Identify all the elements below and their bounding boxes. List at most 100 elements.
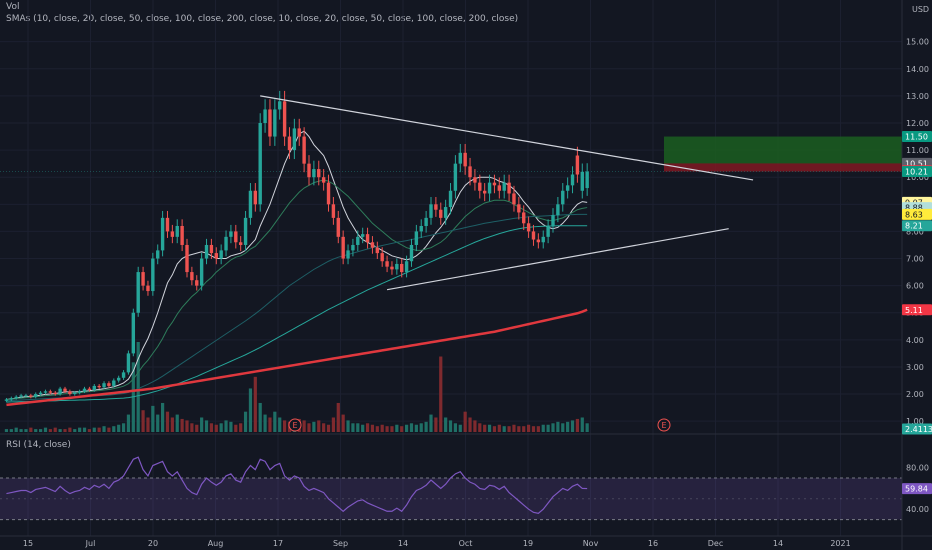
volume-bar: [156, 414, 160, 432]
price-badge-label: 11.50: [905, 133, 928, 142]
candle-body: [492, 182, 497, 186]
price-badge: [902, 208, 932, 220]
candle-body: [248, 190, 253, 218]
candle-body: [278, 101, 282, 110]
volume-bar: [478, 423, 482, 432]
sma-legend: SMAs (10, close, 20, close, 50, close, 1…: [6, 14, 519, 24]
candle-body: [9, 398, 14, 400]
candle-body: [24, 395, 28, 397]
candle-body: [580, 171, 584, 191]
volume-bar: [204, 420, 209, 432]
price-tick-label: 12.00: [906, 119, 929, 128]
volume-bar: [312, 421, 316, 432]
candle-body: [375, 247, 380, 254]
candle-body: [160, 217, 165, 251]
volume-bar: [239, 423, 243, 432]
candle-body: [473, 177, 477, 183]
trendline: [386, 228, 729, 291]
price-badge: [902, 423, 932, 435]
volume-bar: [370, 424, 375, 432]
volume-bar: [82, 427, 87, 432]
candle-body: [73, 392, 77, 395]
rsi-line: [6, 456, 588, 515]
volume-bar: [346, 420, 350, 432]
candle-body: [526, 223, 531, 232]
candle-body: [351, 244, 355, 251]
candle-body: [195, 280, 199, 286]
candle-body: [273, 109, 277, 137]
candle-body: [34, 394, 38, 397]
volume-bar: [307, 423, 311, 432]
volume-bar: [19, 429, 23, 432]
candle-body: [326, 182, 331, 205]
time-tick-label: 14: [773, 539, 783, 548]
candle-body: [156, 250, 160, 259]
price-tick-label: 7.00: [906, 255, 924, 264]
volume-bar: [48, 429, 52, 432]
rsi-legend: RSI (14, close): [6, 440, 71, 450]
sma-lines: [6, 130, 588, 407]
candle-body: [463, 152, 467, 167]
volume-bar: [468, 417, 472, 432]
volume-bar: [234, 424, 238, 432]
volume-bar: [243, 411, 248, 432]
candle-body: [219, 250, 223, 259]
price-badge-label: 2.41130: [905, 425, 932, 434]
trendlines[interactable]: [260, 95, 754, 291]
candle-body: [429, 204, 433, 218]
sma-line: [6, 130, 588, 400]
volume-bar: [336, 402, 340, 432]
volume-bar: [92, 427, 96, 432]
volume-bar: [375, 426, 379, 432]
volume-bar: [331, 417, 335, 432]
time-tick-label: Aug: [208, 539, 224, 548]
rsi-badge: [902, 483, 932, 495]
candle-body: [458, 152, 462, 164]
volume-bar: [190, 423, 194, 432]
price-tick-label: 6.00: [906, 282, 924, 291]
candle-body: [424, 217, 428, 226]
price-badge-label: 8.88: [905, 204, 923, 213]
candle-body: [102, 383, 106, 388]
sma-line: [6, 308, 588, 407]
candle-body: [185, 244, 189, 273]
volume-bar: [180, 418, 184, 432]
volume-bar: [53, 427, 57, 432]
volume-bar: [483, 424, 487, 432]
candle-body: [68, 391, 72, 395]
volume-bar: [390, 426, 394, 432]
volume-bar: [283, 420, 287, 432]
volume-bar: [527, 424, 531, 432]
volume-bar: [453, 423, 457, 432]
volume-bar: [102, 426, 106, 432]
time-tick-label: 14: [398, 539, 408, 548]
volume-bar: [385, 426, 389, 432]
candles: [4, 90, 589, 403]
price-tick-label: 3.00: [906, 363, 924, 372]
candle-body: [370, 242, 375, 248]
volume-bar: [439, 356, 443, 432]
price-badge-label: 10.51: [905, 159, 928, 168]
candle-body: [507, 182, 511, 194]
volume-bar: [43, 427, 48, 432]
volume-bar: [248, 388, 253, 432]
sma-line: [6, 179, 588, 400]
volume-bar: [551, 423, 555, 432]
volume-bar: [165, 411, 170, 432]
volume-bar: [531, 426, 536, 432]
volume-bar: [341, 414, 345, 432]
candle-body: [390, 266, 394, 270]
candle-body: [551, 215, 555, 226]
volume-bar: [326, 424, 331, 432]
candle-body: [585, 171, 589, 189]
candle-body: [116, 377, 121, 381]
candle-body: [360, 234, 365, 237]
volume-bar: [473, 420, 477, 432]
price-tick-label: 1.00: [906, 417, 924, 426]
candle-body: [517, 204, 521, 213]
price-badge: [902, 304, 932, 316]
price-badge: [902, 131, 932, 143]
volume-bars: [4, 342, 589, 432]
volume-bar: [151, 405, 155, 432]
